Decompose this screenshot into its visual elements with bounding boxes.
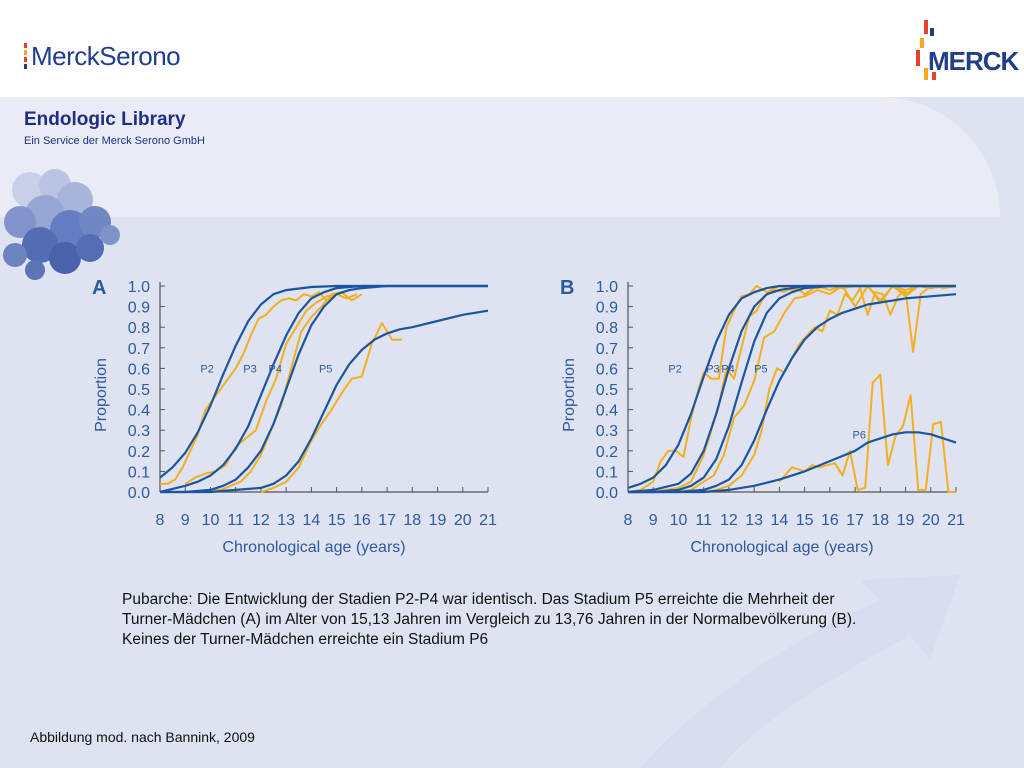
chart-b-y-tick-label: 0.0 — [596, 485, 618, 502]
chart-a-y-tick-label: 0.5 — [128, 382, 150, 399]
source-citation: Abbildung mod. nach Bannink, 2009 — [30, 729, 255, 745]
chart-a-panel-label: A — [92, 277, 106, 299]
chart-a-x-tick-label: 13 — [277, 512, 295, 529]
library-subtitle: Ein Service der Merck Serono GmbH — [24, 135, 205, 147]
chart-a-x-tick-label: 17 — [378, 512, 396, 529]
chart-a-x-tick-label: 18 — [403, 512, 421, 529]
chart-a-series-p3-observed — [184, 293, 358, 485]
chart-a-series-p2-observed — [160, 291, 342, 485]
chart-a-series-p2 — [159, 284, 488, 479]
chart-a: 0.0 0.1 0.2 0.3 0.4 0.5 0.6 0.7 0.8 0.9 1.0 8 9 10 11 1… — [92, 277, 497, 556]
chart-b-y-tick-label: 0.4 — [596, 403, 618, 420]
chart-a-stage-label: P5 — [319, 364, 332, 376]
chart-b-stage-label: P3 — [706, 364, 719, 376]
chart-a-y-axis-label: Proportion — [93, 358, 110, 432]
chart-b-y-tick-label: 0.2 — [596, 444, 618, 461]
chart-b-series-p2 — [627, 284, 956, 489]
header-band — [0, 97, 1000, 217]
merck-serono-logo: MerckSerono — [24, 36, 181, 76]
chart-b-x-axis-label: Chronological age (years) — [690, 539, 873, 556]
chart-a-series-p5-observed — [260, 322, 403, 493]
logo-right-text: MERCK — [928, 46, 1019, 76]
chart-a-y-tick-label: 0.1 — [128, 464, 150, 481]
chart-a-y-tick-label: 0.6 — [128, 361, 150, 378]
chart-b-x-tick-label: 15 — [796, 512, 814, 529]
chart-a-y-tick-label: 1.0 — [128, 279, 150, 296]
chart-a-x-tick-label: 19 — [429, 512, 447, 529]
chart-b: 0.0 0.1 0.2 0.3 0.4 0.5 0.6 0.7 0.8 0.9 1.0 8 9 10 11 1… — [560, 277, 965, 556]
chart-b-y-tick-label: 0.5 — [596, 382, 618, 399]
chart-b-x-tick-label: 14 — [770, 512, 788, 529]
chart-a-stage-label: P3 — [243, 364, 256, 376]
caption: Pubarche: Die Entwicklung der Stadien P2… — [122, 590, 942, 650]
chart-b-y-tick-label: 0.3 — [596, 423, 618, 440]
chart-a-x-tick-label: 11 — [227, 512, 244, 529]
library-title: Endologic Library — [24, 109, 186, 130]
merck-logo: MERCK — [914, 20, 1019, 82]
chart-b-series-p5 — [628, 293, 957, 494]
chart-b-x-tick-label: 21 — [947, 512, 965, 529]
chart-a-series-p4 — [160, 284, 488, 494]
caption-line-1: Pubarche: Die Entwicklung der Stadien P2… — [122, 591, 835, 608]
chart-a-y-tick-label: 0.4 — [128, 403, 150, 420]
chart-b-stage-label: P6 — [853, 429, 866, 441]
chart-a-x-tick-label: 21 — [479, 512, 497, 529]
chart-b-x-tick-label: 17 — [846, 512, 864, 529]
chart-b-x-tick-label: 20 — [922, 512, 940, 529]
chart-a-x-tick-label: 9 — [181, 512, 190, 529]
chart-a-x-tick-label: 12 — [252, 512, 270, 529]
chart-a-series-p5 — [160, 309, 489, 494]
chart-b-y-tick-label: 0.8 — [596, 320, 618, 337]
chart-a-x-tick-label: 16 — [353, 512, 371, 529]
chart-b-x-tick-label: 9 — [649, 512, 658, 529]
chart-a-y-tick-label: 0.7 — [128, 341, 150, 358]
chart-a-x-tick-label: 15 — [328, 512, 346, 529]
chart-a-series-p3 — [159, 284, 488, 494]
chart-b-x-tick-label: 10 — [670, 512, 688, 529]
chart-b-y-axis-label: Proportion — [561, 358, 578, 432]
chart-b-x-tick-label: 13 — [745, 512, 763, 529]
chart-b-x-tick-label: 12 — [720, 512, 738, 529]
decorative-arrow — [640, 97, 1024, 768]
chart-b-y-tick-label: 1.0 — [596, 279, 618, 296]
logo-left-text: MerckSerono — [31, 40, 181, 71]
chart-b-series-p4 — [628, 284, 956, 494]
chart-b-series-p6 — [628, 431, 957, 494]
chart-a-x-tick-label: 20 — [454, 512, 472, 529]
caption-line-3: Keines der Turner-Mädchen erreichte ein … — [122, 631, 489, 648]
chart-a-x-tick-label: 10 — [202, 512, 220, 529]
chart-a-x-tick-label: 8 — [156, 512, 165, 529]
protein-structure-image — [3, 169, 120, 280]
chart-b-series-p2-observed — [627, 285, 956, 493]
chart-a-stage-label: P2 — [200, 364, 213, 376]
chart-b-panel-label: B — [560, 277, 574, 299]
chart-a-y-tick-label: 0.8 — [128, 320, 150, 337]
chart-b-series-p4-observed — [678, 285, 956, 493]
chart-b-y-tick-label: 0.1 — [596, 464, 618, 481]
chart-b-y-tick-label: 0.6 — [596, 361, 618, 378]
merck-mark-icon — [916, 20, 936, 80]
chart-b-x-tick-label: 16 — [821, 512, 839, 529]
chart-a-x-axis-label: Chronological age (years) — [222, 539, 405, 556]
chart-b-x-tick-label: 8 — [624, 512, 633, 529]
chart-a-y-tick-label: 0.2 — [128, 444, 150, 461]
chart-b-x-tick-label: 19 — [897, 512, 915, 529]
chart-a-y-tick-label: 0.3 — [128, 423, 150, 440]
chart-b-series-p3 — [627, 284, 956, 494]
chart-a-y-tick-label: 0.9 — [128, 300, 150, 317]
chart-a-y-tick-label: 0.0 — [128, 485, 150, 502]
chart-a-x-tick-label: 14 — [302, 512, 320, 529]
chart-a-stage-label: P4 — [268, 364, 281, 376]
chart-b-stage-label: P4 — [721, 364, 734, 376]
chart-b-stage-label: P2 — [668, 364, 681, 376]
chart-b-x-tick-label: 11 — [695, 512, 712, 529]
chart-b-y-tick-label: 0.9 — [596, 300, 618, 317]
chart-b-x-tick-label: 18 — [871, 512, 889, 529]
caption-line-2: Turner-Mädchen (A) im Alter von 15,13 Ja… — [122, 611, 857, 628]
logo-mark-icon — [24, 43, 27, 69]
chart-b-y-tick-label: 0.7 — [596, 341, 618, 358]
chart-b-stage-label: P5 — [754, 364, 767, 376]
